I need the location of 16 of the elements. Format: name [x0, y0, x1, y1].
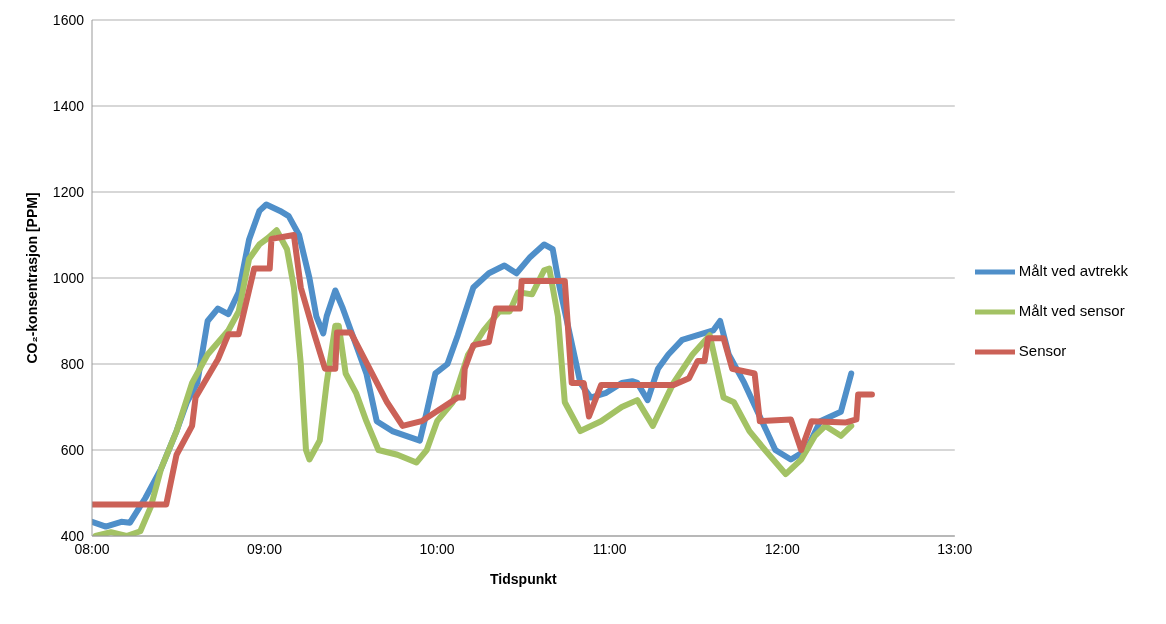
- x-tick-label: 12:00: [764, 540, 800, 557]
- y-tick-label: 1600: [52, 11, 85, 28]
- y-tick-label: 1000: [52, 269, 85, 286]
- y-tick-label: 800: [60, 355, 85, 372]
- x-tick-label: 09:00: [247, 540, 283, 557]
- x-tick-label: 11:00: [592, 540, 627, 557]
- y-tick-label: 1400: [52, 97, 85, 114]
- x-tick-label: 13:00: [937, 540, 973, 557]
- y-axis-title: CO₂-konsentrasjon [PPM]: [23, 192, 40, 364]
- legend-label: Målt ved sensor: [1018, 301, 1125, 319]
- y-tick-label: 1200: [52, 183, 85, 200]
- legend-label: Målt ved avtrekk: [1018, 261, 1128, 279]
- y-tick-label: 600: [60, 441, 85, 458]
- x-tick-label: 10:00: [419, 540, 455, 557]
- x-axis-title: Tidspunkt: [490, 571, 558, 587]
- legend-label: Sensor: [1018, 341, 1067, 359]
